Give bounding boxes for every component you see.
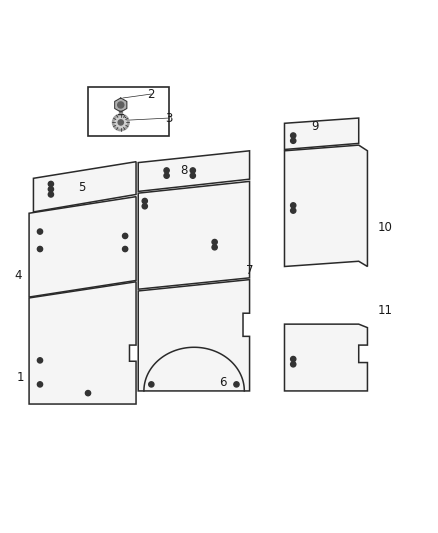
Circle shape xyxy=(190,168,195,173)
Circle shape xyxy=(149,382,154,387)
Circle shape xyxy=(290,203,296,208)
Text: 2: 2 xyxy=(148,87,155,101)
Circle shape xyxy=(290,362,296,367)
Circle shape xyxy=(290,138,296,143)
Text: 6: 6 xyxy=(219,376,227,389)
Circle shape xyxy=(164,173,169,179)
Polygon shape xyxy=(115,98,127,112)
Circle shape xyxy=(118,102,124,108)
Circle shape xyxy=(123,233,128,239)
Circle shape xyxy=(212,239,217,245)
Circle shape xyxy=(290,133,296,138)
Polygon shape xyxy=(33,161,136,212)
Circle shape xyxy=(37,246,42,252)
Circle shape xyxy=(48,192,53,197)
Polygon shape xyxy=(285,145,367,266)
Polygon shape xyxy=(285,324,367,391)
Bar xyxy=(88,87,169,135)
Circle shape xyxy=(48,181,53,187)
Circle shape xyxy=(142,198,148,204)
Circle shape xyxy=(118,120,124,125)
Polygon shape xyxy=(29,282,136,404)
Circle shape xyxy=(234,382,239,387)
Polygon shape xyxy=(29,197,136,297)
Circle shape xyxy=(48,187,53,192)
Polygon shape xyxy=(285,118,359,149)
Circle shape xyxy=(115,117,127,128)
Circle shape xyxy=(142,204,148,209)
Text: 10: 10 xyxy=(378,221,392,233)
Circle shape xyxy=(212,245,217,250)
Circle shape xyxy=(113,114,129,131)
Text: 4: 4 xyxy=(14,269,22,282)
Circle shape xyxy=(37,382,42,387)
Circle shape xyxy=(85,391,91,395)
Polygon shape xyxy=(138,280,250,391)
Polygon shape xyxy=(138,151,250,191)
Circle shape xyxy=(37,358,42,363)
Circle shape xyxy=(290,208,296,213)
Circle shape xyxy=(123,246,128,252)
Circle shape xyxy=(190,173,195,179)
Text: 8: 8 xyxy=(180,164,188,177)
Circle shape xyxy=(164,168,169,173)
Text: 9: 9 xyxy=(311,120,319,133)
Circle shape xyxy=(290,357,296,362)
Polygon shape xyxy=(138,181,250,289)
Text: 5: 5 xyxy=(78,181,85,195)
Text: 3: 3 xyxy=(165,111,173,125)
Text: 7: 7 xyxy=(246,264,253,277)
Circle shape xyxy=(37,229,42,234)
Text: 11: 11 xyxy=(378,304,392,317)
Text: 1: 1 xyxy=(17,372,24,384)
